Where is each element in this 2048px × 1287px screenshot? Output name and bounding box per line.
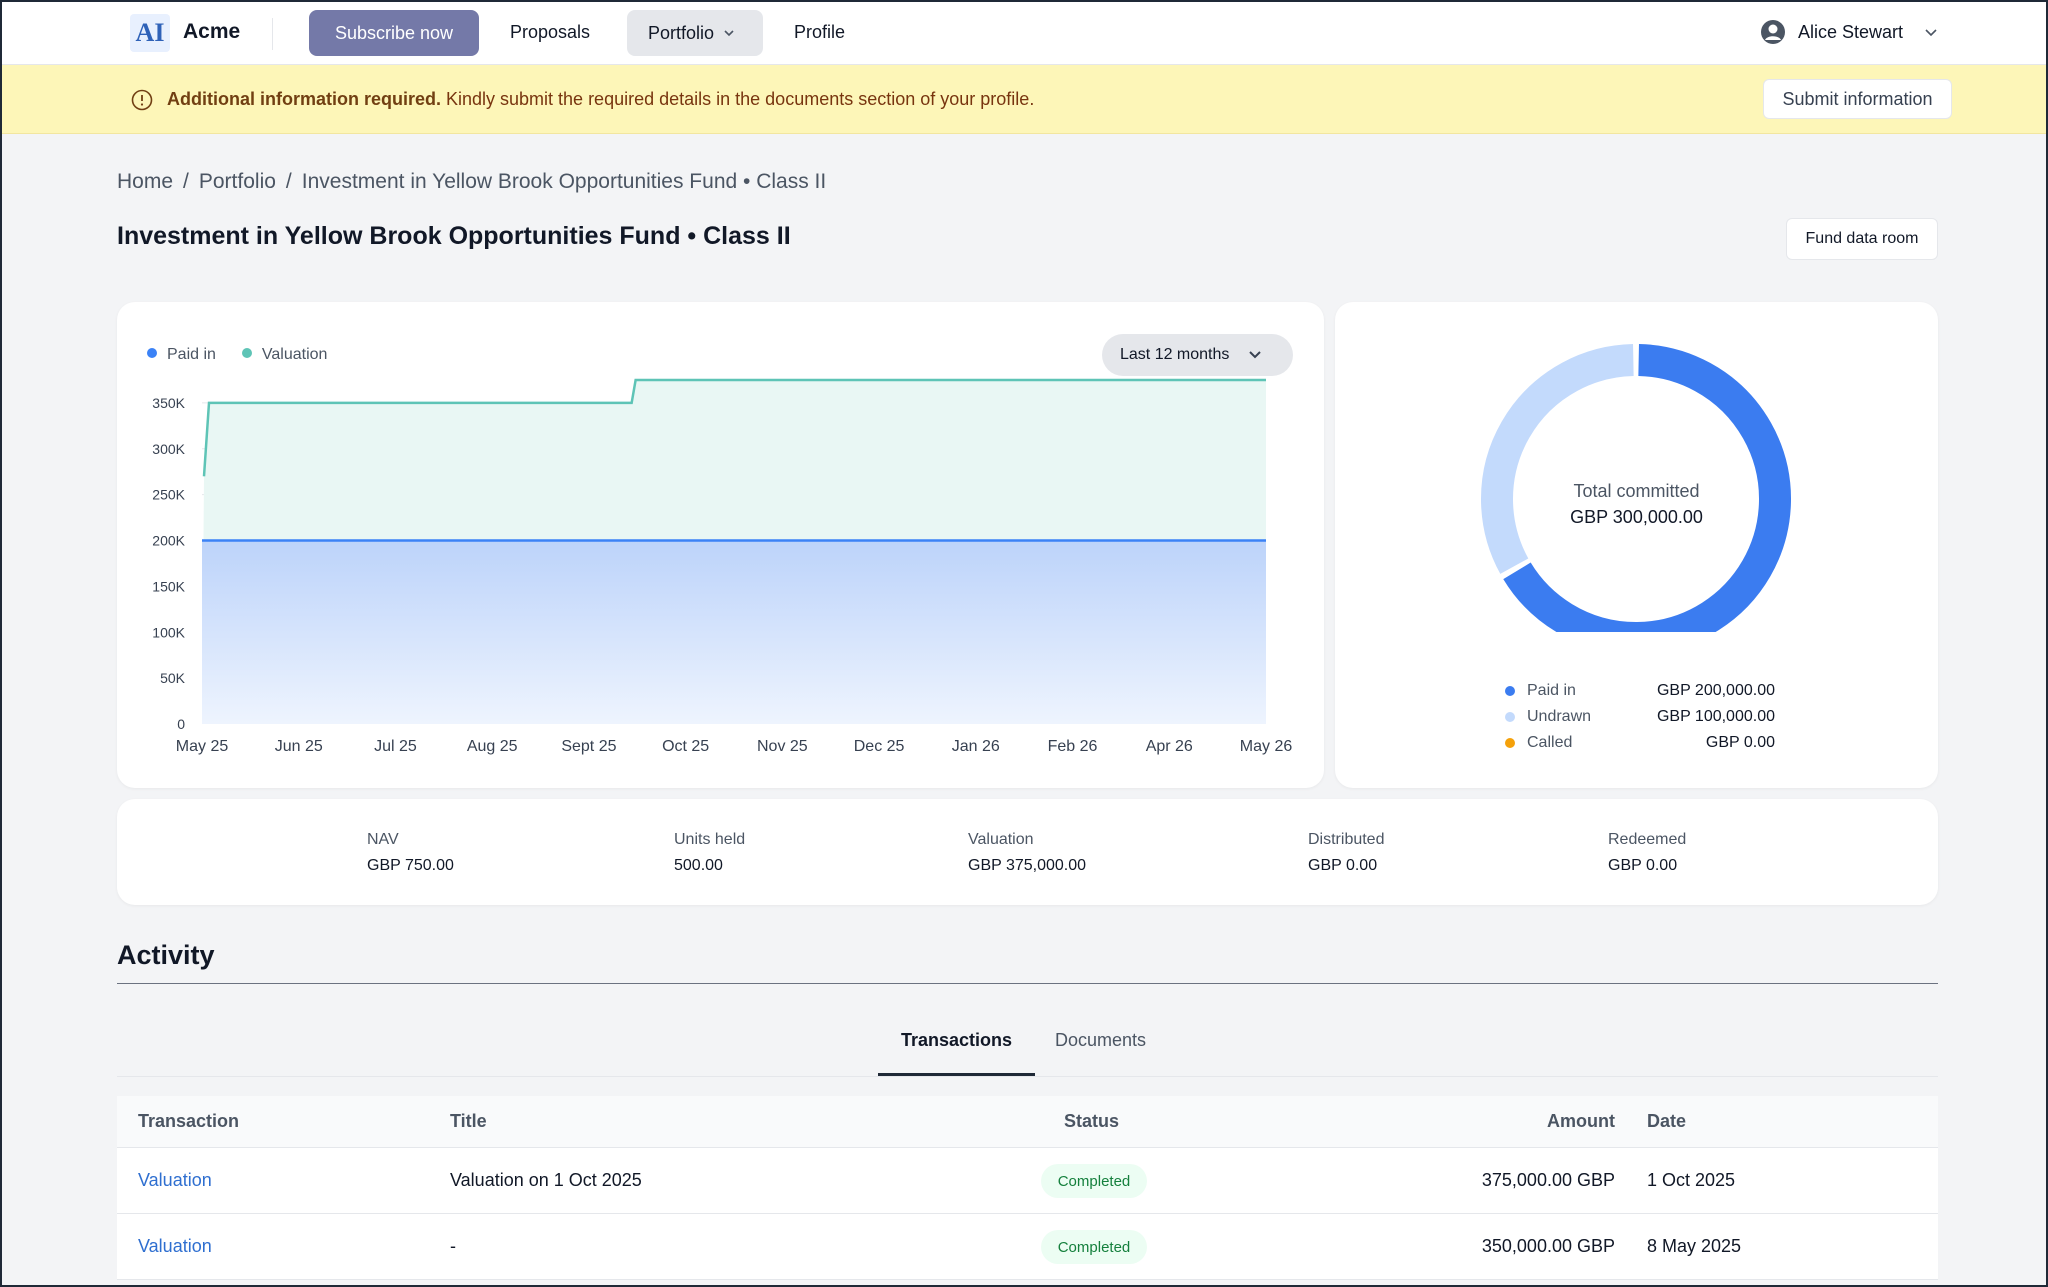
column-header-transaction[interactable]: Transaction [138,1111,240,1131]
info-required-banner: Additional information required. Kindly … [0,65,2048,134]
stat-units-held: Units held 500.00 [674,831,746,874]
y-tick-label: 200K [152,533,185,549]
breadcrumb-separator: / [285,170,292,193]
chart-legend: Paid in Valuation [147,346,327,364]
column-header-date[interactable]: Date [1647,1111,1687,1131]
nav-profile[interactable]: Profile [794,22,846,42]
transaction-date: 8 May 2025 [1647,1236,1742,1256]
banner-bold-text: Additional information required. [167,89,441,109]
donut-legend-called: Called GBP 0.00 [1505,730,1775,756]
nav-portfolio-label: Portfolio [648,22,715,43]
y-tick-label: 350K [152,395,185,411]
breadcrumb-current: Investment in Yellow Brook Opportunities… [301,170,827,193]
transaction-amount: 375,000.00 GBP [1481,1170,1615,1190]
tab-transactions[interactable]: Transactions [900,1030,1013,1050]
status-badge: Completed [1041,1164,1147,1198]
stat-nav: NAV GBP 750.00 [367,831,454,874]
transaction-link[interactable]: Valuation [138,1236,212,1256]
page-title: Investment in Yellow Brook Opportunities… [117,222,791,250]
top-navigation: AI Acme Subscribe now Proposals Portfoli… [0,0,2048,65]
chevron-down-icon [1925,29,1937,37]
stat-valuation: Valuation GBP 375,000.00 [968,831,1087,874]
chevron-down-icon [724,30,734,37]
y-tick-label: 150K [152,578,185,594]
column-header-amount[interactable]: Amount [1547,1111,1615,1131]
donut-center-label: Total committed [1573,481,1700,501]
time-range-value: Last 12 months [1120,346,1230,363]
legend-paid-in: Paid in [147,346,216,364]
x-tick-label: Jan 26 [952,738,1000,755]
column-header-status[interactable]: Status [1064,1111,1120,1131]
user-avatar-icon [1761,20,1785,44]
donut-segment-undrawn[interactable] [1481,344,1634,574]
commitment-donut-chart [1481,344,1791,632]
brand-name[interactable]: Acme [183,20,241,43]
legend-valuation: Valuation [241,346,327,364]
user-name: Alice Stewart [1798,21,1904,42]
donut-center-value: GBP 300,000.00 [1570,507,1703,527]
paid-in-area [202,540,1266,724]
donut-legend-paid-in: Paid in GBP 200,000.00 [1505,678,1775,704]
table-row[interactable]: Valuation Valuation on 1 Oct 2025 Comple… [117,1148,1938,1214]
x-tick-label: Oct 25 [662,738,709,755]
active-tab-indicator [878,1073,1035,1076]
transaction-link[interactable]: Valuation [138,1170,212,1190]
nav-proposals[interactable]: Proposals [510,22,591,42]
y-tick-label: 50K [160,670,186,686]
banner-message: Additional information required. Kindly … [167,89,1034,110]
stat-distributed: Distributed GBP 0.00 [1308,831,1385,874]
valuation-line [202,378,1266,477]
breadcrumb-portfolio[interactable]: Portfolio [198,170,276,193]
x-tick-label: May 26 [1240,738,1293,755]
nav-portfolio[interactable]: Portfolio [627,10,763,56]
x-tick-label: Nov 25 [757,738,808,755]
commitment-donut-card: Total committed GBP 300,000.00 Paid in G… [1335,302,1938,788]
transaction-title: - [450,1236,456,1256]
column-header-title[interactable]: Title [450,1111,487,1131]
x-tick-label: Aug 25 [467,738,518,755]
stat-redeemed: Redeemed GBP 0.00 [1608,831,1687,874]
subscribe-now-button[interactable]: Subscribe now [309,10,479,56]
transaction-date: 1 Oct 2025 [1647,1170,1736,1190]
activity-heading: Activity [117,940,215,970]
fund-data-room-button[interactable]: Fund data room [1786,218,1938,260]
x-tick-label: Apr 26 [1146,738,1193,755]
breadcrumb: Home / Portfolio / Investment in Yellow … [117,170,826,194]
y-tick-label: 100K [152,624,185,640]
banner-body-text: Kindly submit the required details in th… [441,89,1035,109]
table-header: Transaction Title Status Amount Date [117,1096,1938,1148]
y-tick-label: 0 [177,716,185,732]
logo-icon[interactable]: AI [130,14,170,52]
chevron-down-icon [1249,351,1262,359]
activity-divider [117,983,1938,984]
user-menu[interactable]: Alice Stewart [1760,19,1939,45]
status-badge: Completed [1041,1230,1147,1264]
tabs-divider [117,1076,1938,1077]
transaction-title: Valuation on 1 Oct 2025 [450,1170,642,1190]
x-tick-label: Dec 25 [854,738,905,755]
transactions-table: Transaction Title Status Amount Date Val… [117,1096,1938,1280]
time-range-select[interactable]: Last 12 months [1102,334,1293,376]
x-tick-label: Jun 25 [275,738,323,755]
donut-legend: Paid in GBP 200,000.00 Undrawn GBP 100,0… [1505,678,1775,756]
performance-chart-card: Paid in Valuation Last 12 months 0 50K 100… [117,302,1324,788]
breadcrumb-home[interactable]: Home [117,170,174,193]
donut-legend-undrawn: Undrawn GBP 100,000.00 [1505,704,1775,730]
table-row[interactable]: Valuation - Completed 350,000.00 GBP 8 M… [117,1214,1938,1280]
tab-documents[interactable]: Documents [1055,1030,1147,1050]
x-tick-label: Sept 25 [561,738,616,755]
nav-divider [272,18,273,50]
donut-segment-paid-in[interactable] [1503,344,1791,632]
transaction-amount: 350,000.00 GBP [1481,1236,1615,1256]
x-tick-label: Feb 26 [1048,738,1098,755]
alert-circle-icon [131,89,153,111]
x-tick-label: Jul 25 [374,738,417,755]
x-tick-label: May 25 [176,738,229,755]
y-tick-label: 250K [152,487,185,503]
y-tick-label: 300K [152,441,185,457]
area-chart: 0 50K 100K 150K 200K 250K 300K 350K May 25 Jun 25… [152,378,1293,755]
fund-stats-card: NAV GBP 750.00 Units held 500.00 Valuation… [117,799,1938,905]
breadcrumb-separator: / [183,170,189,193]
submit-information-button[interactable]: Submit information [1763,79,1952,119]
